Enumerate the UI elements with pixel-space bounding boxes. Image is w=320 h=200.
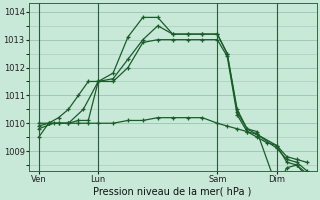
X-axis label: Pression niveau de la mer( hPa ): Pression niveau de la mer( hPa ) [93, 187, 252, 197]
